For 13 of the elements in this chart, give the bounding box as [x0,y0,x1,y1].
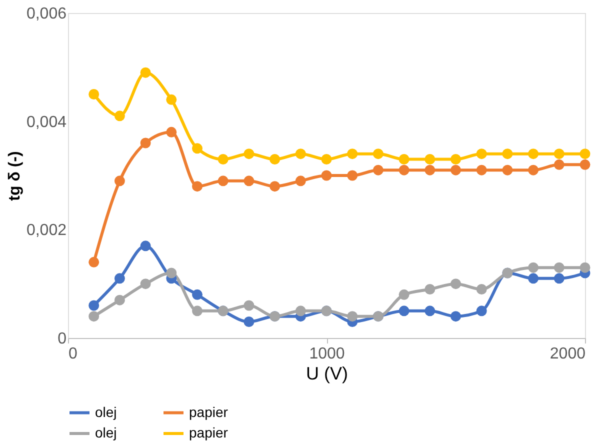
y-tick-label: 0,004 [26,114,67,131]
x-tick-label: 0 [68,346,78,362]
y-tick-label: 0,002 [26,222,67,240]
x-tick-label: 1000 [309,346,345,362]
x-axis-title: U (V) [306,364,348,384]
legend-label: papier [189,404,228,420]
y-axis-title: tg δ (-) [6,151,24,201]
x-tick-label: 2000 [550,346,586,362]
legend-label: olej [95,404,117,420]
y-tick-label: 0,006 [26,6,67,22]
legend-label: papier [189,424,228,440]
y-tick-label: 0 [58,330,67,348]
legend-label: olej [95,424,117,440]
